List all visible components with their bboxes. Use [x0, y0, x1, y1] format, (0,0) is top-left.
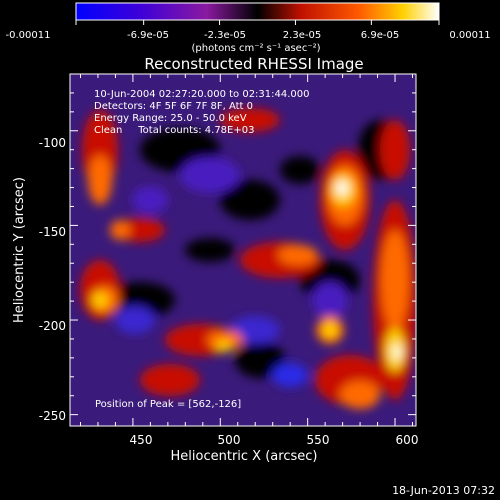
plot-frame — [69, 73, 417, 427]
colorbar-tick-label: -0.00011 — [6, 30, 51, 41]
info-detectors: Detectors: 4F 5F 6F 7F 8F, Att 0 — [94, 101, 253, 112]
colorbar-tick-label: 0.00011 — [449, 30, 490, 41]
y-tick-label: -100 — [39, 136, 66, 150]
colorbar-gradient — [75, 2, 440, 21]
info-time-range: 10-Jun-2004 02:27:20.000 to 02:31:44.000 — [94, 89, 310, 100]
colorbar-tick-label: 6.9e-05 — [361, 30, 399, 41]
axis-ticks — [70, 74, 416, 426]
colorbar-tick-label: 2.3e-05 — [283, 30, 321, 41]
x-tick-label: 600 — [396, 433, 419, 447]
y-axis-label: Heliocentric Y (arcsec) — [12, 177, 27, 323]
info-energy-range: Energy Range: 25.0 - 50.0 keV — [94, 113, 247, 124]
colorbar: -0.00011 -6.9e-05 -2.3e-05 2.3e-05 6.9e-… — [6, 2, 491, 54]
colorbar-unit-label: (photons cm⁻² s⁻¹ asec⁻²) — [191, 43, 320, 54]
y-tick-label: -150 — [39, 225, 66, 239]
x-tick-label: 550 — [307, 433, 330, 447]
x-tick-label: 500 — [218, 433, 241, 447]
plot-title: Reconstructed RHESSI Image — [144, 55, 363, 73]
y-tick-label: -250 — [39, 409, 66, 423]
x-axis-label: Heliocentric X (arcsec) — [171, 449, 318, 464]
colorbar-tick-label: -2.3e-05 — [204, 30, 246, 41]
rhessi-image — [70, 74, 416, 426]
x-tick-label: 450 — [130, 433, 153, 447]
info-clean-counts: Clean Total counts: 4.78E+03 — [94, 125, 254, 136]
y-tick-label: -200 — [39, 319, 66, 333]
colorbar-ticks — [75, 20, 440, 25]
colorbar-tick-label: -6.9e-05 — [127, 30, 169, 41]
info-peak-position: Position of Peak = [562,-126] — [95, 399, 241, 410]
timestamp: 18-Jun-2013 07:32 — [392, 484, 495, 497]
